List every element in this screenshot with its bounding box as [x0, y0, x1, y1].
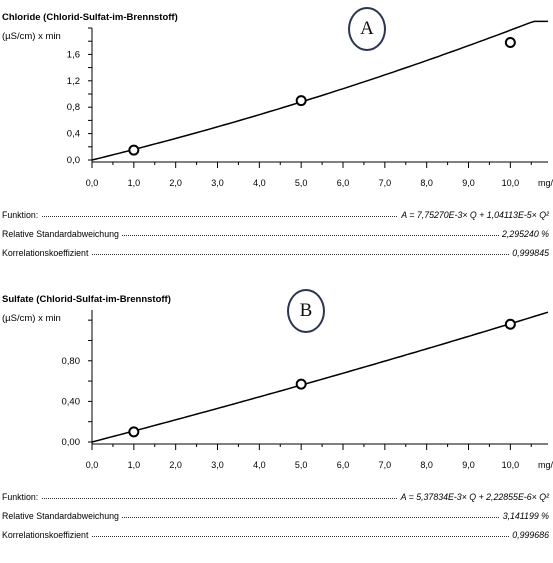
chart-b-x-tick-label: 1,0	[128, 460, 141, 470]
chart-b-data-point	[295, 378, 307, 390]
chart-panel-b: 0,00 0,40 0,80 0,0 1,0 2,0 3,0 4,0 5,0 6,0 7,0 8,0 9…	[0, 282, 553, 563]
chart-a-rsd-row: Relative Standardabweichung 2,295240 %	[0, 227, 553, 246]
leader-dots	[2, 235, 549, 236]
leader-dots	[2, 517, 549, 518]
chart-b-y-tick-label: 0,00	[62, 437, 81, 448]
chart-b-x-tick-label: 0,0	[86, 460, 99, 470]
chart-a-correlation-row: Korrelationskoeffizient 0,999845	[0, 246, 553, 265]
chart-b-x-tick-label: 8,0	[420, 460, 433, 470]
chart-a-function-value: A = 7,75270E-3× Q + 1,04113E-5× Q²	[398, 210, 549, 220]
chart-a-y-tick-label: 0,0	[67, 155, 80, 166]
chart-a-x-tick-label: 5,0	[295, 178, 308, 188]
chart-a-x-unit-label: mg/L	[538, 178, 553, 188]
chart-b-function-row: Funktion: A = 5,37834E-3× Q + 2,22855E-6…	[0, 490, 553, 509]
chart-b-x-tick-label: 10,0	[502, 460, 520, 470]
chart-b-stats: Funktion: A = 5,37834E-3× Q + 2,22855E-6…	[0, 490, 553, 547]
correlation-label: Korrelationskoeffizient	[2, 248, 92, 258]
chart-a-y-tick-label: 1,2	[67, 76, 80, 87]
chart-b-y-axis-label: (µS/cm) x min	[2, 313, 61, 324]
function-label: Funktion:	[2, 492, 42, 502]
rsd-label: Relative Standardabweichung	[2, 511, 122, 521]
chart-a-rsd-value: 2,295240 %	[499, 229, 549, 239]
chart-a-correlation-value: 0,999845	[509, 248, 549, 258]
chart-a-y-tick-label: 0,8	[67, 102, 80, 113]
chart-a-y-tick-label: 1,6	[67, 49, 80, 60]
chart-a-badge: A	[348, 7, 386, 51]
chart-a-data-point	[128, 144, 140, 156]
chart-a-title: Chloride (Chlorid-Sulfat-im-Brennstoff)	[2, 12, 178, 23]
chart-b-rsd-row: Relative Standardabweichung 3,141199 %	[0, 509, 553, 528]
chart-b-rsd-value: 3,141199 %	[499, 511, 549, 521]
chart-b-x-tick-label: 7,0	[379, 460, 392, 470]
chart-b-y-tick-label: 0,80	[62, 356, 81, 367]
leader-dots	[2, 216, 549, 217]
chart-b-y-tick-label: 0,40	[62, 396, 81, 407]
chart-a-x-tick-label: 9,0	[462, 178, 475, 188]
chart-a-y-tick-label: 0,4	[67, 129, 80, 140]
leader-dots	[2, 254, 549, 255]
chart-a-x-tick-label: 2,0	[169, 178, 182, 188]
chart-b-plot: 0,00 0,40 0,80 0,0 1,0 2,0 3,0 4,0 5,0 6,0 7,0 8,0 9…	[62, 310, 553, 470]
chart-b-x-tick-label: 3,0	[211, 460, 224, 470]
chart-a-data-point	[295, 95, 307, 107]
chart-b-x-tick-label: 6,0	[337, 460, 350, 470]
chart-b-data-point	[504, 318, 516, 330]
chart-a-x-tick-label: 8,0	[420, 178, 433, 188]
chart-b-x-tick-label: 4,0	[253, 460, 266, 470]
rsd-label: Relative Standardabweichung	[2, 229, 122, 239]
chart-b-x-unit-label: mg/L	[538, 460, 553, 470]
chart-b-x-tick-label: 2,0	[169, 460, 182, 470]
chart-a-data-point	[504, 37, 516, 49]
chart-a-x-tick-label: 6,0	[337, 178, 350, 188]
leader-dots	[2, 536, 549, 537]
chart-a-x-tick-label: 4,0	[253, 178, 266, 188]
chart-b-x-tick-label: 5,0	[295, 460, 308, 470]
leader-dots	[2, 498, 549, 499]
chart-a-x-tick-label: 7,0	[379, 178, 392, 188]
chart-b-x-tick-label: 9,0	[462, 460, 475, 470]
chart-b-correlation-value: 0,999686	[509, 530, 549, 540]
chart-b-badge: B	[287, 289, 325, 333]
chart-a-y-axis-label: (µS/cm) x min	[2, 31, 61, 42]
chart-a-function-row: Funktion: A = 7,75270E-3× Q + 1,04113E-5…	[0, 208, 553, 227]
chart-panel-a: 0,0 0,4 0,8 1,2 1,6 0,0 1,0 2,0 3,0 4,0 5,0 6,0 7,0 8…	[0, 7, 553, 265]
chart-a-fit-curve	[91, 20, 548, 161]
chart-a-x-tick-label: 0,0	[86, 178, 99, 188]
chart-b-title: Sulfate (Chlorid-Sulfat-im-Brennstoff)	[2, 294, 171, 305]
function-label: Funktion:	[2, 210, 42, 220]
chart-a-x-tick-label: 1,0	[128, 178, 141, 188]
chart-b-data-point	[128, 426, 140, 438]
chart-a-plot: 0,0 0,4 0,8 1,2 1,6 0,0 1,0 2,0 3,0 4,0 5,0 6,0 7,0 8…	[67, 20, 553, 188]
chart-b-fit-curve	[91, 311, 549, 443]
chart-a-x-tick-label: 3,0	[211, 178, 224, 188]
chart-b-function-value: A = 5,37834E-3× Q + 2,22855E-6× Q²	[397, 492, 549, 502]
chart-a-stats: Funktion: A = 7,75270E-3× Q + 1,04113E-5…	[0, 208, 553, 265]
chart-b-correlation-row: Korrelationskoeffizient 0,999686	[0, 528, 553, 547]
correlation-label: Korrelationskoeffizient	[2, 530, 92, 540]
chart-a-x-tick-label: 10,0	[502, 178, 520, 188]
